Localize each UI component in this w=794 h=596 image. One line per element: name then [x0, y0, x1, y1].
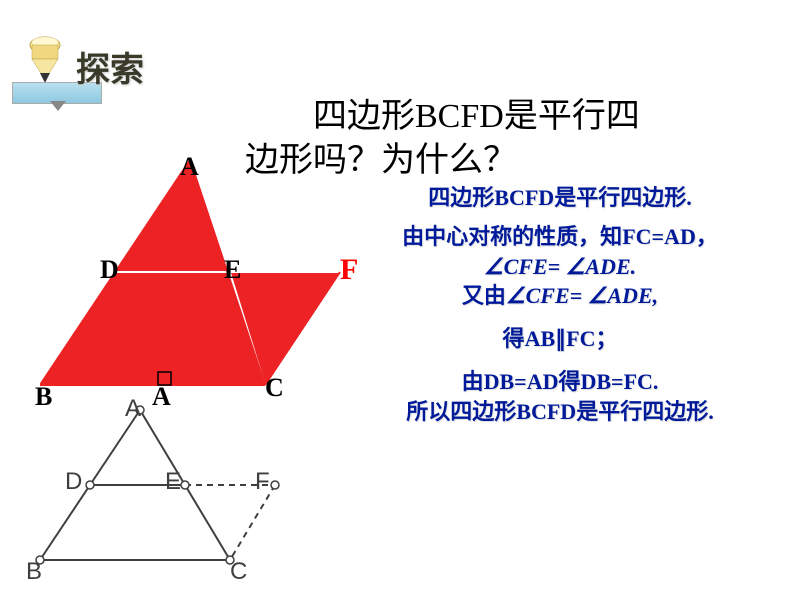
explore-title: 探索 [76, 42, 144, 91]
proof-line4: 又由∠CFE= ∠ADE, [330, 283, 790, 308]
label2-D: D [65, 468, 82, 496]
proof-line5: 得AB∥FC； [330, 326, 790, 351]
proof-line3: ∠CFE= ∠ADE. [330, 254, 790, 279]
label-D: D [100, 255, 119, 285]
diagram-main: A D E F B C A [40, 160, 370, 415]
label2-B: B [26, 558, 42, 586]
label2-F: F [255, 468, 270, 496]
label-C: C [265, 373, 284, 403]
label-A: A [180, 152, 199, 182]
diagram-secondary: A D E F B C [30, 400, 310, 585]
label-E: E [224, 255, 241, 285]
proof-line7: 所以四边形BCFD是平行四边形. [330, 399, 790, 424]
label2-C: C [230, 558, 247, 586]
proof-line1: 四边形BCFD是平行四边形. [330, 185, 790, 210]
label2-A: A [125, 395, 141, 423]
question-line1: 四边形BCFD是平行四 [245, 95, 640, 139]
proof-line2: 由中心对称的性质，知FC=AD， [330, 224, 790, 249]
proof-block: 四边形BCFD是平行四边形. 由中心对称的性质，知FC=AD， ∠CFE= ∠A… [330, 185, 790, 428]
proof-line6: 由DB=AD得DB=FC. [330, 369, 790, 394]
label2-E: E [165, 468, 181, 496]
